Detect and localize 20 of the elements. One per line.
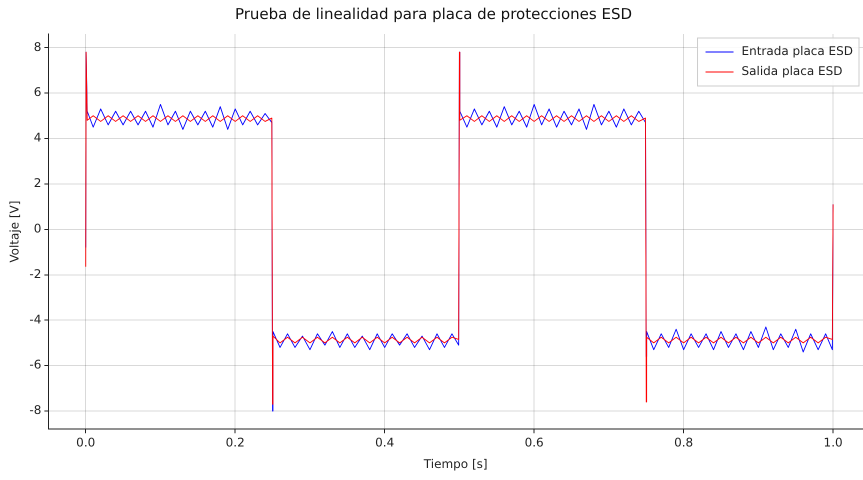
y-tick-label: 2 [34, 176, 42, 190]
y-tick-label: -8 [29, 403, 42, 418]
chart-title: Prueba de linealidad para placa de protecciones ESD [234, 4, 632, 23]
y-tick-label: 4 [34, 130, 42, 145]
y-tick-label: 0 [34, 221, 42, 236]
y-axis-title: Voltaje [V] [7, 200, 22, 263]
legend-label: Salida placa ESD [742, 64, 842, 78]
x-tick-label: 0.0 [76, 436, 96, 450]
x-tick-label: 0.2 [226, 436, 245, 450]
x-tick-label: 0.8 [674, 436, 694, 450]
x-tick-label: 0.4 [375, 436, 394, 450]
y-tick-label: 6 [34, 85, 42, 100]
y-tick-label: -2 [29, 266, 42, 281]
y-tick-label: -4 [29, 312, 42, 326]
x-tick-label: 1.0 [824, 436, 843, 450]
x-axis-title: Tiempo [s] [422, 456, 488, 471]
y-tick-label: 8 [34, 40, 42, 54]
x-tick-label: 0.6 [524, 436, 544, 450]
legend-label: Entrada placa ESD [742, 44, 854, 58]
y-tick-label: -6 [29, 358, 42, 372]
